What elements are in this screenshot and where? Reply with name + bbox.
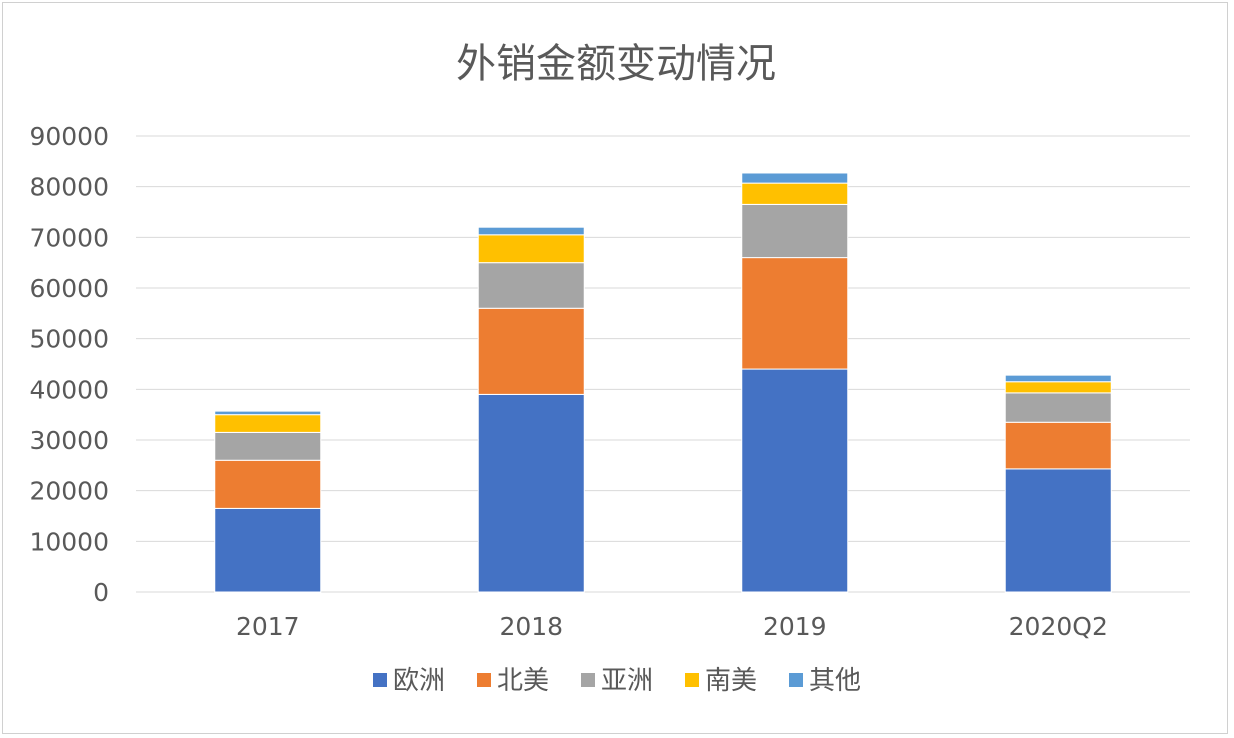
chart-title: 外销金额变动情况	[456, 41, 776, 87]
y-tick-label: 60000	[29, 274, 109, 303]
bar-segment	[214, 507, 322, 593]
legend-label: 亚洲	[601, 666, 653, 696]
y-tick-label: 0	[93, 578, 109, 607]
legend-swatch	[685, 673, 699, 687]
bar-segment	[741, 368, 849, 593]
legend-label: 其他	[809, 666, 861, 696]
x-tick-label: 2018	[499, 612, 563, 641]
bar-segment	[1004, 421, 1112, 470]
bar-segment	[477, 262, 585, 309]
legend: 欧洲 北美 亚洲 南美 其他	[373, 666, 861, 696]
stacked-bar-chart: 外销金额变动情况 0 10000 20000 30000 40000 50000 60000…	[29, 41, 1190, 696]
y-axis-tick-labels: 0 10000 20000 30000 40000 50000 60000 70000 8000…	[29, 122, 109, 607]
y-tick-label: 90000	[29, 122, 109, 151]
bars	[214, 172, 1112, 593]
y-tick-label: 70000	[29, 223, 109, 252]
legend-swatch	[373, 673, 387, 687]
y-tick-label: 50000	[29, 325, 109, 354]
bar-segment	[1004, 468, 1112, 593]
y-tick-label: 10000	[29, 527, 109, 556]
legend-swatch	[789, 673, 803, 687]
bar-segment	[1004, 381, 1112, 394]
y-tick-label: 30000	[29, 426, 109, 455]
bar-segment	[741, 182, 849, 205]
legend-swatch	[581, 673, 595, 687]
legend-label: 南美	[705, 666, 757, 696]
y-tick-label: 20000	[29, 477, 109, 506]
bar-segment	[1004, 392, 1112, 423]
bar-segment	[1004, 374, 1112, 383]
bar-segment	[741, 172, 849, 184]
bar-segment	[477, 393, 585, 593]
x-tick-label: 2020Q2	[1009, 612, 1108, 641]
bar-segment	[214, 431, 322, 461]
bar-segment	[477, 226, 585, 236]
bar-segment	[214, 410, 322, 416]
bar-segment	[741, 203, 849, 259]
bar-segment	[477, 234, 585, 264]
bar-segment	[477, 307, 585, 395]
legend-label: 欧洲	[393, 666, 445, 696]
bar-segment	[214, 459, 322, 509]
x-axis-tick-labels: 2017 2018 2019 2020Q2	[236, 612, 1108, 641]
x-tick-label: 2017	[236, 612, 300, 641]
y-tick-label: 80000	[29, 173, 109, 202]
bar-segment	[214, 414, 322, 433]
legend-swatch	[477, 673, 491, 687]
x-tick-label: 2019	[763, 612, 827, 641]
y-tick-label: 40000	[29, 375, 109, 404]
legend-label: 北美	[497, 666, 549, 696]
bar-segment	[741, 257, 849, 370]
